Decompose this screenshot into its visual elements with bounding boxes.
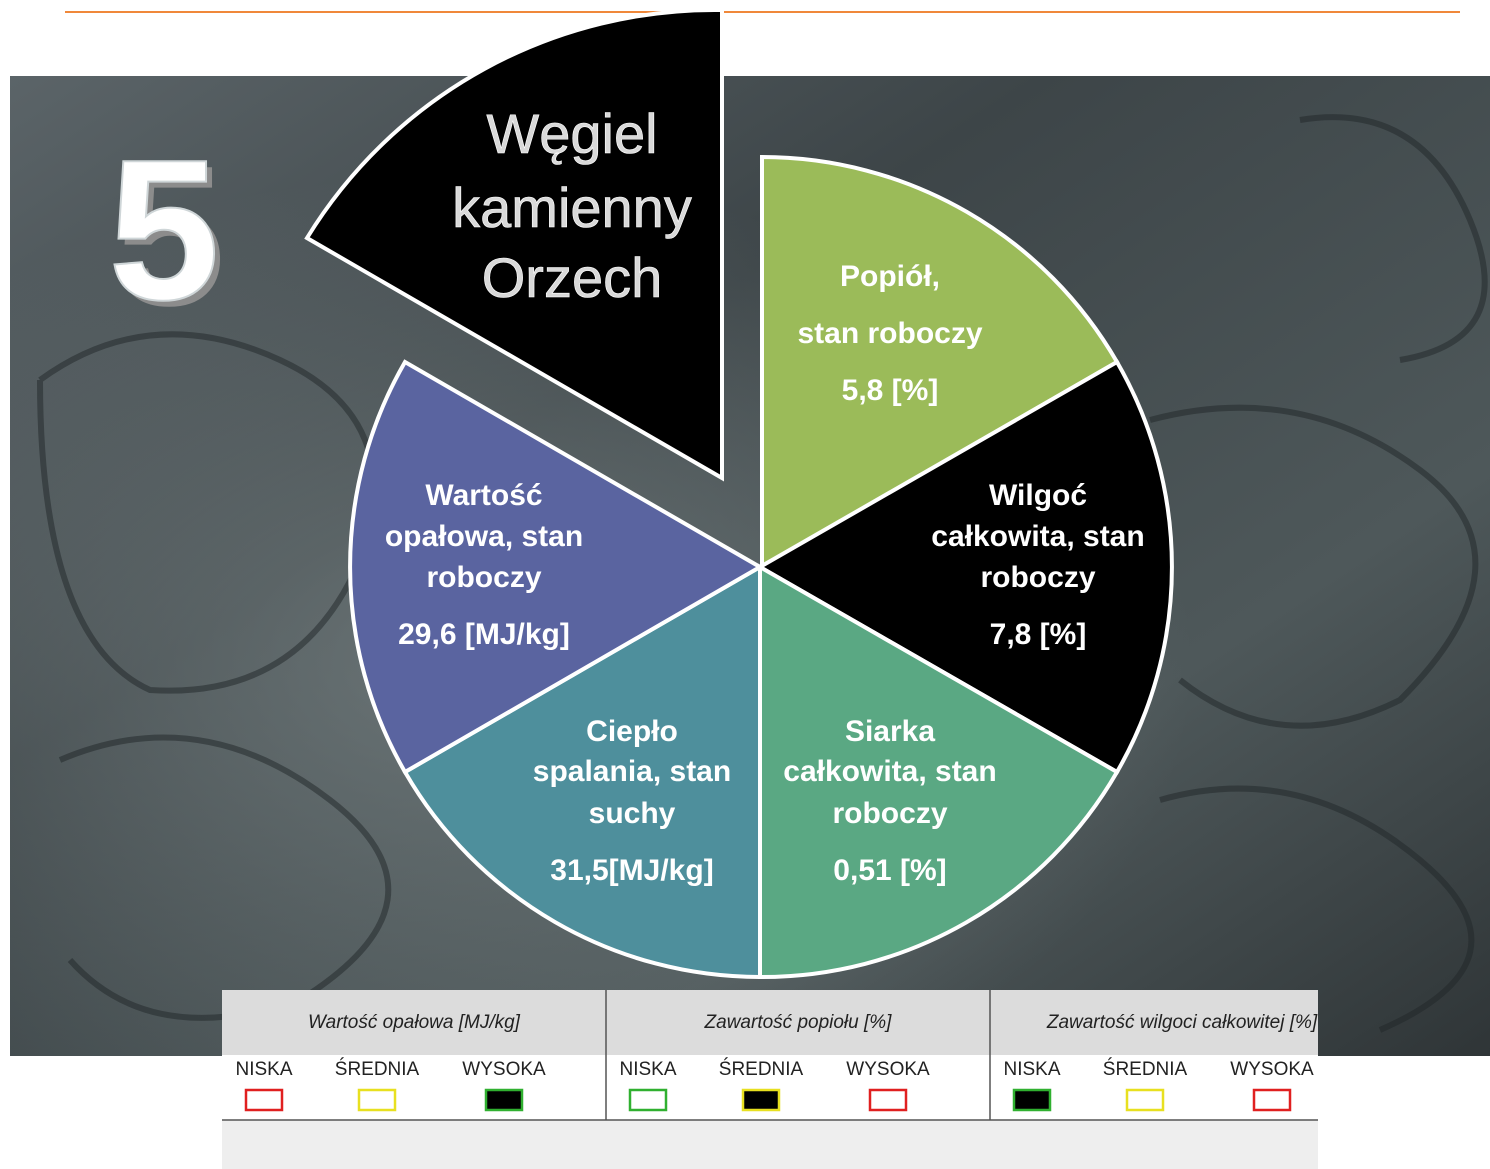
segment-label: Ciepło [586, 715, 678, 748]
segment-label: suchy [589, 797, 676, 830]
segment-label: Siarka [845, 715, 935, 748]
segment-label: roboczy [980, 561, 1095, 594]
segment-label: całkowita, stan [783, 755, 996, 788]
level-swatch [630, 1090, 666, 1110]
segment-value: 7,8 [%] [990, 618, 1087, 651]
level-label: ŚREDNIA [335, 1058, 420, 1080]
level-label: WYSOKA [1230, 1059, 1314, 1080]
level-swatch [743, 1090, 779, 1110]
level-swatch [1254, 1090, 1290, 1110]
level-swatch [359, 1090, 395, 1110]
level-swatch [486, 1090, 522, 1110]
segment-label: Wilgoć [989, 479, 1087, 512]
level-label: WYSOKA [462, 1059, 546, 1080]
segment-value: 5,8 [%] [842, 374, 939, 407]
table-column: Zawartość wilgoci całkowitej [%] NISKA ŚRE… [1003, 1012, 1317, 1110]
segment-label: spalania, stan [533, 755, 731, 788]
title-line: Węgiel [486, 102, 657, 165]
title-line: kamienny [452, 176, 692, 239]
segment-label: opałowa, stan [385, 520, 583, 553]
level-label: ŚREDNIA [1103, 1058, 1188, 1080]
segment-label: całkowita, stan [931, 520, 1144, 553]
level-swatch [1014, 1090, 1050, 1110]
segment-label: roboczy [832, 797, 947, 830]
segment-label: roboczy [426, 561, 541, 594]
page-number: 5 [108, 119, 219, 342]
level-swatch [870, 1090, 906, 1110]
level-label: WYSOKA [846, 1059, 930, 1080]
segment-value: 31,5[MJ/kg] [550, 854, 713, 887]
segment-label: stan roboczy [797, 317, 982, 350]
level-swatch [1127, 1090, 1163, 1110]
infographic: 5 5 WęgielkamiennyOrzechPopiół,stan robo… [0, 0, 1490, 1169]
level-label: NISKA [1003, 1059, 1060, 1080]
segment-label: Popiół, [840, 260, 940, 293]
level-label: NISKA [619, 1059, 676, 1080]
page: { "page_number": "5", "title": {"lines":… [0, 0, 1490, 1169]
segment-value: 0,51 [%] [833, 854, 946, 887]
title-line: Orzech [482, 246, 663, 309]
segment-label: Wartość [425, 479, 542, 512]
column-header: Zawartość popiołu [%] [704, 1012, 893, 1033]
level-label: ŚREDNIA [719, 1058, 804, 1080]
table-footer-row [222, 1120, 1318, 1169]
level-swatch [246, 1090, 282, 1110]
level-label: NISKA [235, 1059, 292, 1080]
segment-value: 29,6 [MJ/kg] [398, 618, 570, 651]
column-header: Zawartość wilgoci całkowitej [%] [1046, 1012, 1318, 1033]
column-header: Wartość opałowa [MJ/kg] [308, 1012, 521, 1033]
